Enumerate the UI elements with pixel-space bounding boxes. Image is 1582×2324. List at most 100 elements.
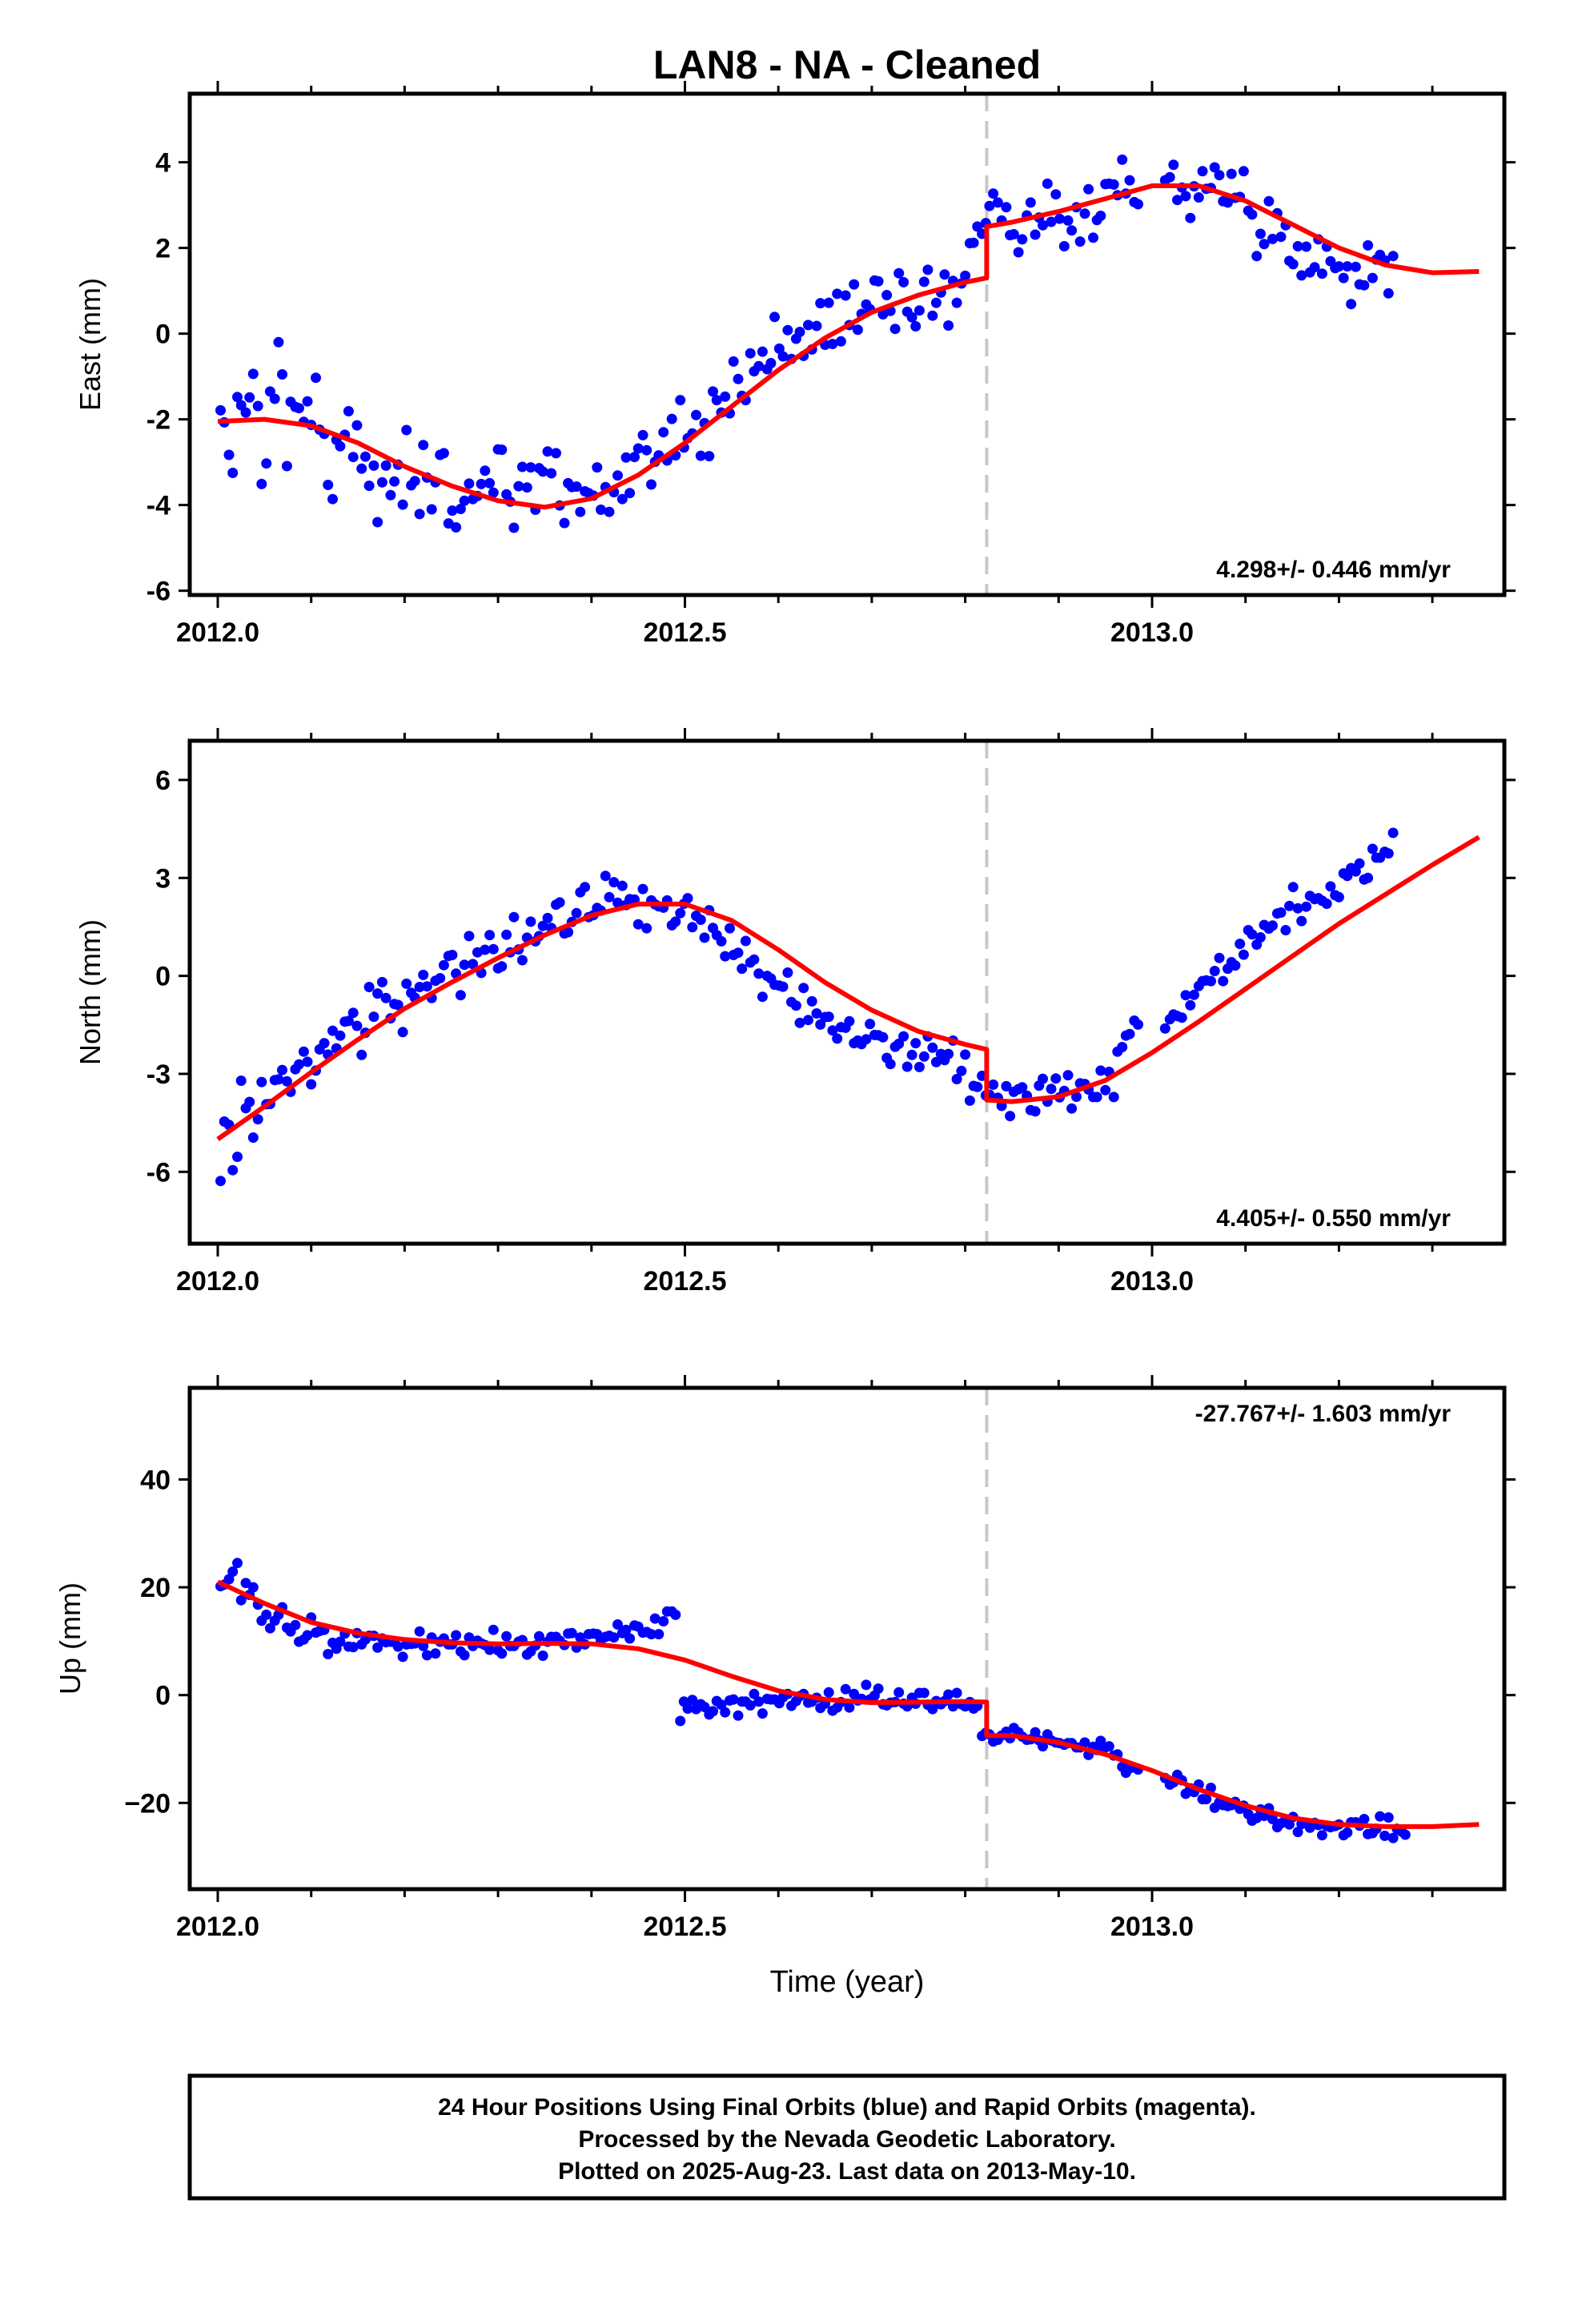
data-point [247,1582,259,1593]
data-point [1025,197,1036,208]
data-point [716,935,727,947]
data-point [720,1707,731,1718]
data-point [1030,229,1041,240]
data-point [580,882,591,893]
data-point [1017,1082,1028,1093]
data-point [753,360,765,372]
data-point [1263,195,1275,207]
data-point [1470,0,1480,6]
data-point [885,1059,896,1070]
data-point [675,907,686,919]
data-point [1425,0,1435,6]
data-point [749,1688,760,1699]
data-point [790,1000,801,1011]
data-point [1124,1028,1135,1039]
data-point [682,893,693,904]
data-point [261,1609,272,1620]
data-point [537,1651,548,1661]
data-point [1095,211,1106,221]
data-point [1251,251,1263,262]
data-point [1066,1103,1078,1114]
data-point [1467,0,1477,6]
data-point [1280,925,1291,935]
data-point [1383,287,1394,299]
data-point [844,1015,855,1027]
data-point [1316,1830,1327,1841]
data-point [277,1064,287,1076]
data-point [1108,179,1119,190]
data-point [468,959,479,970]
data-point [646,479,656,490]
data-point [815,298,826,309]
y-tick-label: 2 [155,234,171,264]
data-point [1197,166,1208,177]
data-point [1292,241,1303,251]
x-tick-label: 2012.0 [176,1912,259,1942]
y-tick-label: −20 [124,1788,171,1819]
data-point [629,452,640,463]
y-tick-label: 0 [155,1681,171,1711]
data-point [956,1065,967,1076]
data-point [1133,199,1143,210]
data-point [1079,1737,1090,1748]
data-point [600,870,611,882]
data-point [913,1061,925,1072]
data-point [803,320,813,331]
data-point [1450,0,1460,6]
data-point [1363,239,1374,251]
data-point [247,368,259,380]
data-point [1429,0,1439,6]
data-point [294,403,304,414]
data-point [827,339,838,349]
x-tick-label: 2012.0 [176,617,259,648]
data-point [1316,268,1327,279]
data-point [418,969,429,980]
data-point [906,1049,917,1060]
data-point [695,450,706,461]
data-point [1470,0,1480,6]
data-point [488,943,499,955]
data-point [1425,0,1435,6]
data-point [699,932,710,943]
data-point [1379,1830,1391,1841]
data-point [1433,0,1443,6]
velocity-rate-label: 4.405+/- 0.550 mm/yr [1216,1205,1451,1232]
data-point [1301,901,1312,912]
data-point [695,915,706,925]
data-point [223,449,235,460]
data-point [1321,899,1332,909]
data-point [232,1558,243,1569]
data-point [1458,0,1468,6]
data-point [749,954,760,965]
data-point [943,1048,954,1059]
y-tick-label: 4 [155,148,171,179]
data-point [777,981,789,992]
data-point [737,963,748,975]
data-point [728,356,739,367]
data-point [708,386,718,397]
data-point [1054,213,1065,224]
data-point [1296,270,1307,281]
data-point [244,392,255,403]
data-point [720,391,731,402]
data-point [380,460,391,471]
data-point [1238,949,1249,960]
data-point [1124,175,1135,186]
data-point [898,276,909,287]
data-point [927,1042,938,1053]
data-point [1017,234,1028,245]
data-point [264,1622,275,1634]
y-tick-label: 20 [140,1573,171,1603]
data-point [893,1038,905,1049]
data-point [1338,272,1349,283]
data-point [972,1081,983,1092]
data-point [551,448,561,459]
data-point [930,1056,942,1068]
data-point [691,409,701,420]
data-point [1346,299,1357,310]
data-point [840,290,851,301]
data-point [641,923,652,934]
data-point [1103,1741,1114,1752]
data-point [496,444,508,456]
data-point [1235,939,1246,950]
